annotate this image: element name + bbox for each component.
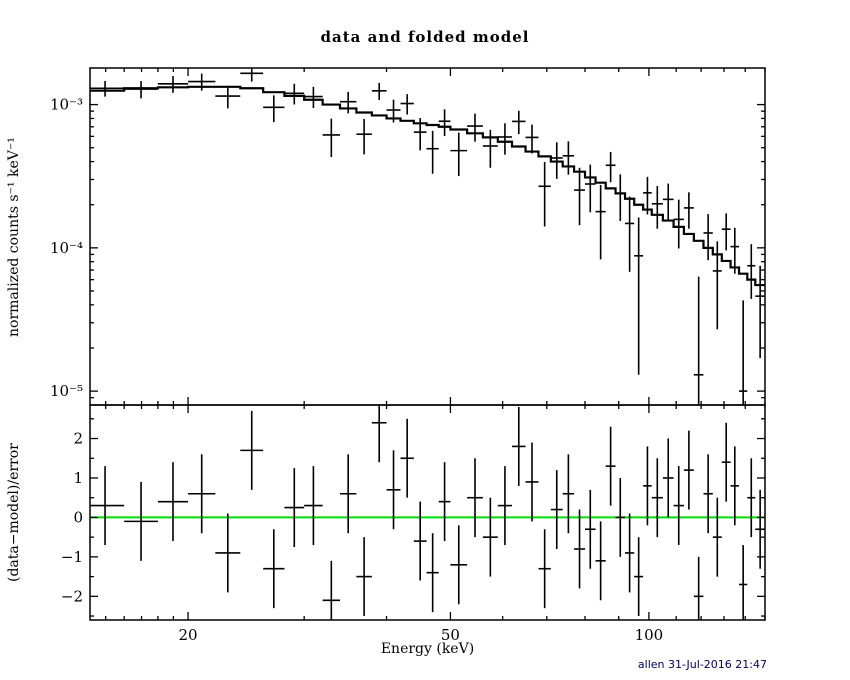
x-axis-label: Energy (keV) (380, 641, 475, 657)
y-tick-label: 2 (73, 430, 83, 448)
y-tick-label: −2 (61, 587, 83, 605)
y-tick-label: 1 (73, 469, 83, 487)
residual-points (90, 405, 765, 620)
axis-ticks (90, 68, 766, 620)
tick-labels: 20 50 100 10⁻⁵ 10⁻⁴ 10⁻³ −2 −1 0 1 2 (50, 96, 663, 644)
plot-frame (89, 67, 766, 621)
y-tick-label: 0 (73, 508, 83, 526)
y-tick-label: 10⁻³ (50, 96, 83, 114)
data-points (90, 68, 765, 405)
chart-title: data and folded model (320, 28, 530, 46)
y-tick-label: −1 (61, 548, 83, 566)
y-tick-label: 10⁻⁴ (50, 239, 83, 257)
x-tick-label: 50 (441, 626, 460, 644)
x-tick-label: 100 (635, 626, 664, 644)
timestamp: allen 31-Jul-2016 21:47 (637, 658, 767, 671)
x-tick-label: 20 (179, 626, 198, 644)
y-tick-label: 10⁻⁵ (50, 382, 83, 400)
model-line (90, 85, 765, 287)
